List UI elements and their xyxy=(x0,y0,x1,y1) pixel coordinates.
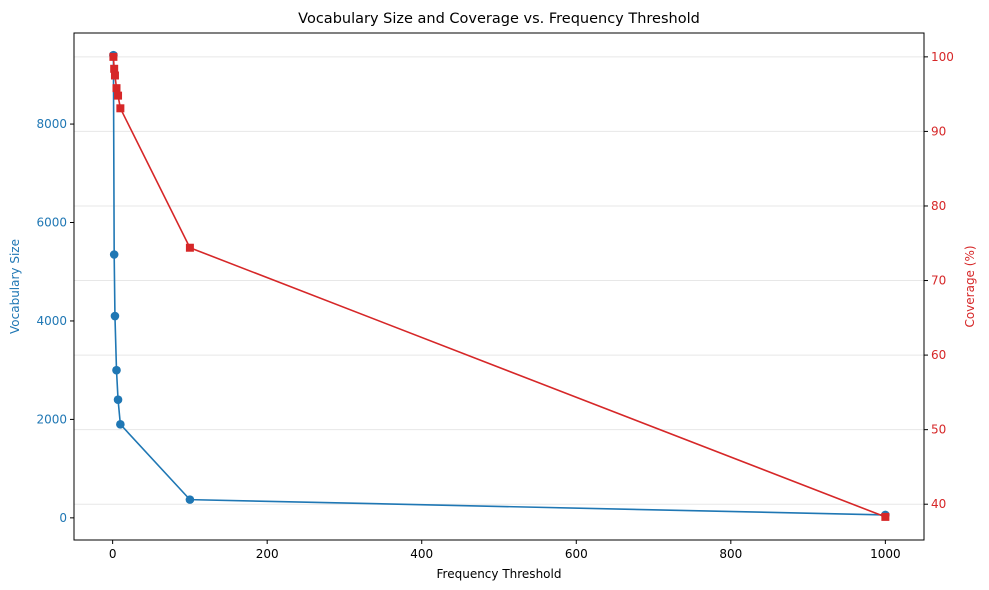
series-layer xyxy=(109,50,890,521)
x-tick-label: 200 xyxy=(256,547,279,561)
y-right-tick-label: 50 xyxy=(931,423,946,437)
x-axis-ticks: 0 200 400 600 800 1000 xyxy=(109,540,901,561)
data-point-marker xyxy=(109,250,119,259)
y-right-axis-label: Coverage (%) xyxy=(963,245,977,327)
plot-frame xyxy=(73,32,925,541)
series-line xyxy=(112,55,886,516)
y-left-tick-label: 8000 xyxy=(36,117,67,131)
data-point-marker xyxy=(110,71,119,80)
gridlines xyxy=(74,56,924,505)
data-point-marker xyxy=(110,311,120,321)
chart-title: Vocabulary Size and Coverage vs. Frequen… xyxy=(298,11,700,27)
x-tick-label: 0 xyxy=(109,547,117,561)
data-point-marker xyxy=(185,495,195,504)
data-point-marker xyxy=(113,395,123,405)
y-right-tick-label: 40 xyxy=(931,497,946,511)
data-point-marker xyxy=(112,365,121,375)
x-tick-label: 1000 xyxy=(870,547,901,561)
y-right-tick-label: 60 xyxy=(931,348,946,362)
y-left-tick-label: 2000 xyxy=(36,412,67,426)
data-point-marker xyxy=(185,243,194,252)
data-point-marker xyxy=(116,104,125,113)
y-left-axis-ticks: 0 2000 4000 6000 8000 xyxy=(36,117,74,525)
data-point-marker xyxy=(109,52,118,61)
x-axis-label: Frequency Threshold xyxy=(437,567,562,581)
x-tick-label: 800 xyxy=(719,547,742,561)
y-right-tick-label: 90 xyxy=(931,124,946,138)
y-left-tick-label: 6000 xyxy=(36,216,67,230)
data-point-marker xyxy=(110,64,119,73)
y-right-tick-label: 70 xyxy=(931,274,946,288)
series-vocabulary-size xyxy=(109,50,890,520)
data-point-marker xyxy=(116,420,125,429)
y-left-tick-label: 4000 xyxy=(36,314,67,328)
x-tick-label: 400 xyxy=(410,547,433,561)
x-tick-label: 600 xyxy=(565,547,588,561)
data-point-marker xyxy=(112,84,121,93)
y-left-axis-label: Vocabulary Size xyxy=(8,239,22,334)
y-right-tick-label: 80 xyxy=(931,199,946,213)
y-right-axis-ticks: 40 50 60 70 80 90 100 xyxy=(924,50,954,511)
series-coverage xyxy=(109,52,890,521)
data-point-marker xyxy=(881,512,890,521)
y-right-tick-label: 100 xyxy=(931,50,954,64)
data-point-marker xyxy=(114,91,123,100)
y-left-tick-label: 0 xyxy=(59,511,67,525)
